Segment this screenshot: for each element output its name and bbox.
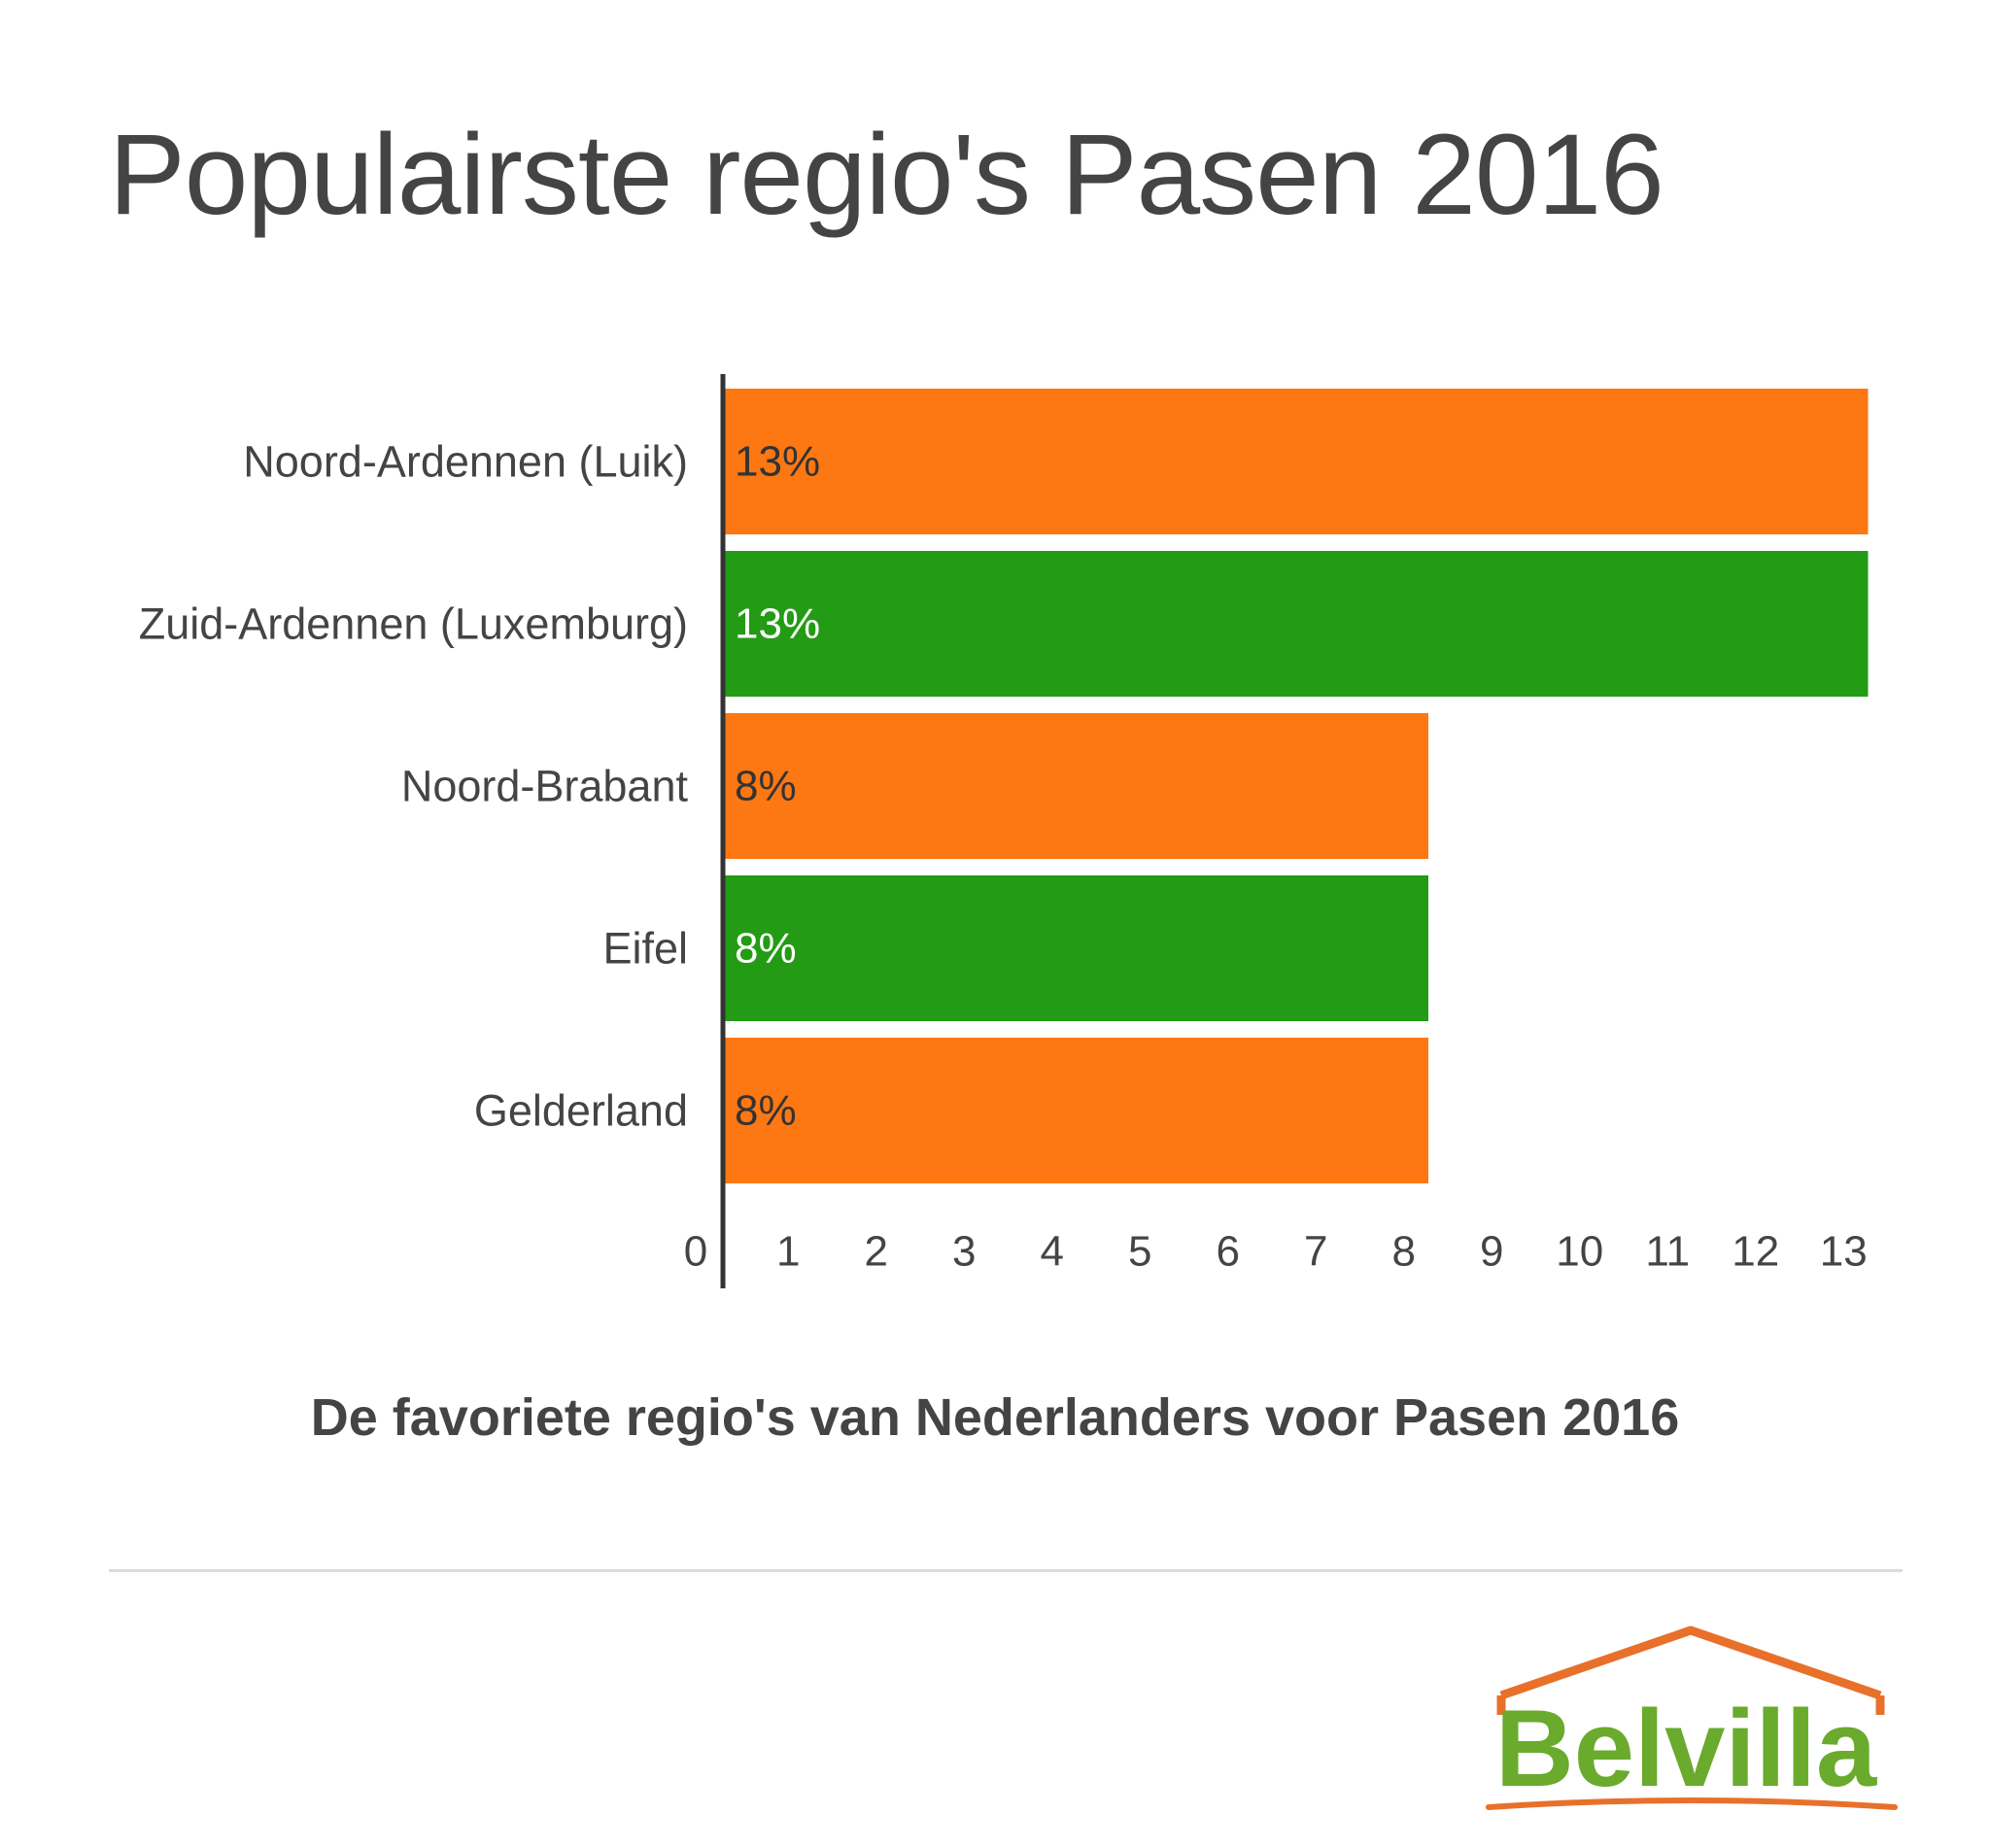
logo-wordmark: Belvilla: [1495, 1688, 1877, 1809]
category-label: Zuid-Ardennen (Luxemburg): [139, 599, 688, 649]
x-tick-label: 4: [1041, 1228, 1064, 1276]
x-tick-label: 7: [1304, 1228, 1327, 1276]
divider: [109, 1569, 1903, 1572]
bar-noord-ardennen-luik: [725, 389, 1869, 534]
bar-gelderland: [725, 1038, 1428, 1183]
bar-chart: Noord-Ardennen (Luik) Zuid-Ardennen (Luxe…: [139, 374, 1869, 1288]
x-tick-label: 9: [1480, 1228, 1503, 1276]
bar-eifel: [725, 875, 1428, 1021]
logo-roof: [1499, 1626, 1882, 1700]
x-tick-label: 5: [1128, 1228, 1151, 1276]
chart-title: Populairste regio's Pasen 2016: [109, 111, 1664, 239]
x-tick-label: 0: [684, 1228, 707, 1276]
x-tick-label: 10: [1556, 1228, 1603, 1276]
bars-layer: [725, 389, 1869, 1183]
x-tick-label: 2: [865, 1228, 888, 1276]
data-label: 8%: [735, 925, 797, 973]
data-labels: 13% 13% 8% 8% 8%: [735, 438, 820, 1135]
belvilla-logo: Belvilla: [1486, 1626, 1898, 1810]
x-tick-label: 3: [952, 1228, 976, 1276]
data-label: 13%: [735, 600, 820, 648]
chart-subtitle: De favoriete regio's van Nederlanders vo…: [310, 1388, 1680, 1447]
x-tick-label: 13: [1820, 1228, 1868, 1276]
x-tick-label: 1: [776, 1228, 800, 1276]
x-tick-label: 8: [1392, 1228, 1416, 1276]
category-label: Noord-Brabant: [401, 762, 689, 811]
category-labels: Noord-Ardennen (Luik) Zuid-Ardennen (Luxe…: [139, 437, 689, 1136]
category-label: Noord-Ardennen (Luik): [243, 437, 688, 487]
logo-underline: [1486, 1797, 1898, 1810]
bar-zuid-ardennen-luxemburg: [725, 551, 1869, 697]
data-label: 8%: [735, 1087, 797, 1135]
x-axis-ticks: 0 1 2 3 4 5 6 7 8 9 10 11 12 13: [684, 1228, 1868, 1276]
data-label: 8%: [735, 763, 797, 810]
category-label: Eifel: [602, 924, 688, 974]
category-label: Gelderland: [474, 1086, 688, 1136]
x-tick-label: 11: [1645, 1228, 1690, 1276]
x-tick-label: 12: [1732, 1228, 1779, 1276]
data-label: 13%: [735, 438, 820, 486]
bar-noord-brabant: [725, 713, 1428, 859]
x-tick-label: 6: [1217, 1228, 1240, 1276]
